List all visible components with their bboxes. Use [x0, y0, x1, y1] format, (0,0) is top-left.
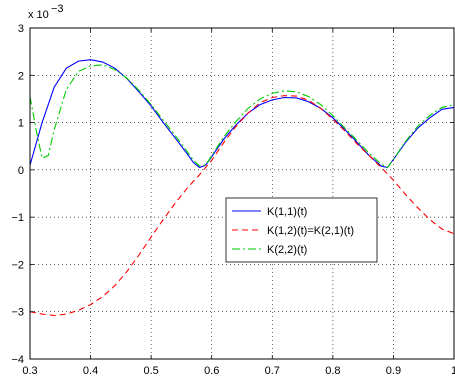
legend-box: [225, 197, 378, 263]
series-line-1: [29, 59, 455, 169]
series-group: [29, 59, 455, 317]
legend-label-3: K(2,2)(t): [267, 244, 307, 256]
legend: K(1,1)(t) K(1,2)(t)=K(2,1)(t) K(2,2)(t): [225, 197, 378, 263]
x-tick-label: 0.3: [22, 365, 37, 377]
y-tick-label: −4: [11, 354, 24, 366]
y-tick-label: −2: [11, 259, 24, 271]
ticks: 0.3 0.4 0.5 0.6 0.7 0.8 0.9 1 −4 −3 −2 −1 0 1 2 3: [11, 23, 455, 377]
axes-box: [29, 27, 455, 360]
y-tick-label: 1: [18, 118, 24, 130]
x-tick-label: 0.8: [325, 365, 340, 377]
x-tick-label: 0.7: [265, 365, 280, 377]
y-tick-label: −3: [11, 307, 24, 319]
series-line-3: [29, 64, 455, 169]
x-tick-label: 0.6: [204, 365, 219, 377]
y-exponent-power: −3: [51, 3, 64, 15]
x-tick-label: 0.4: [83, 365, 98, 377]
y-exponent-label: x 10 −3: [28, 3, 64, 21]
x-tick-label: 0.9: [386, 365, 401, 377]
series-line-2: [29, 95, 455, 317]
y-tick-label: 2: [18, 70, 24, 82]
x-tick-label: 0.5: [143, 365, 158, 377]
y-tick-label: 3: [18, 23, 24, 35]
y-exponent-base: x 10: [28, 9, 49, 21]
legend-label-1: K(1,1)(t): [267, 206, 307, 218]
y-tick-label: −1: [11, 212, 24, 224]
legend-label-2: K(1,2)(t)=K(2,1)(t): [267, 225, 354, 237]
x-tick-label: 1: [451, 365, 455, 377]
y-tick-label: 0: [18, 165, 24, 177]
